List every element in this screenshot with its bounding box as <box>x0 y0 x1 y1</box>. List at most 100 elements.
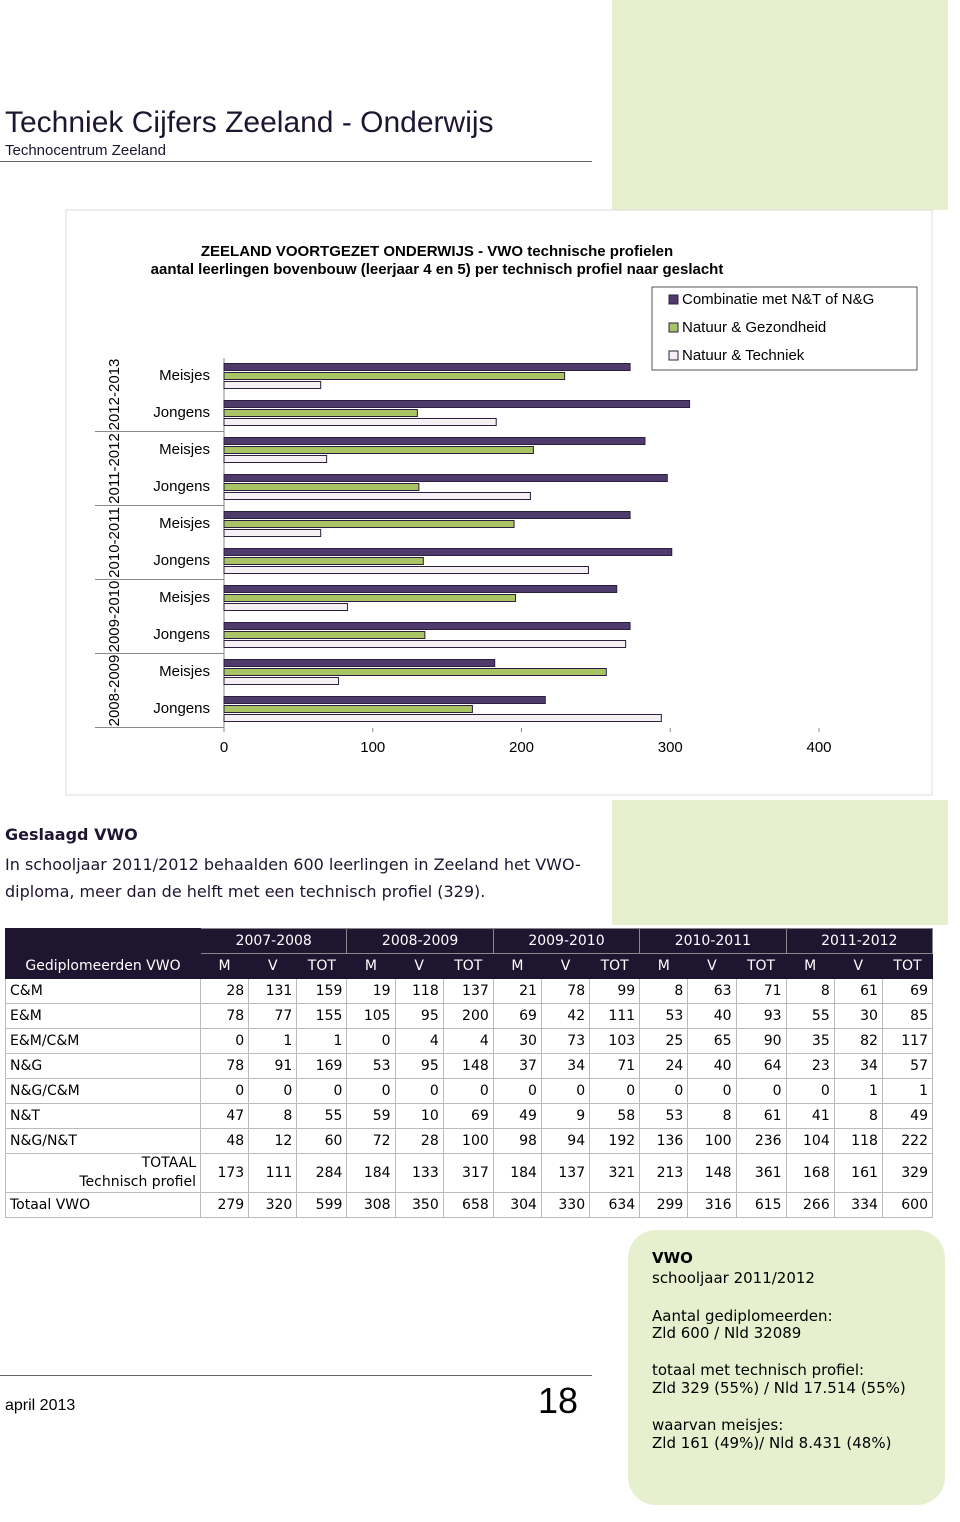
row-label: C&M <box>5 978 201 1004</box>
row-label: Totaal VWO <box>5 1192 201 1218</box>
cell: 200 <box>442 1003 494 1029</box>
bar <box>223 631 426 639</box>
cell: 30 <box>833 1003 883 1029</box>
column-header: TOT <box>442 953 494 979</box>
cell: 330 <box>540 1192 591 1218</box>
cell: 117 <box>881 1028 934 1054</box>
cell: 131 <box>248 978 298 1004</box>
bar <box>223 446 534 454</box>
x-tick-label: 200 <box>509 739 534 756</box>
cell: 0 <box>492 1078 542 1104</box>
x-tick-label: 100 <box>360 739 385 756</box>
cell: 4 <box>442 1028 494 1054</box>
bar <box>223 372 566 380</box>
header-row: 2007-2008 2008-2009 2009-2010 2010-2011 2011… <box>5 928 934 954</box>
cell: 0 <box>296 1078 348 1104</box>
bar <box>223 418 497 426</box>
data-row: Totaal VWO 279 320 599 308 350 658 304 330 634 299… <box>5 1192 934 1218</box>
cell: 37 <box>492 1053 542 1079</box>
cell: 104 <box>785 1128 835 1154</box>
cell: 111 <box>248 1153 298 1193</box>
cell: 10 <box>394 1103 444 1129</box>
row-label: N&T <box>5 1103 201 1129</box>
chart-title: ZEELAND VOORTGEZET ONDERWIJS - VWO techn… <box>201 243 673 260</box>
cell: 82 <box>833 1028 883 1054</box>
page-subtitle: Technocentrum Zeeland <box>5 142 166 159</box>
group-label: 2010-2011 <box>106 507 123 578</box>
cell: 284 <box>296 1153 348 1193</box>
cell: 615 <box>735 1192 787 1218</box>
bar <box>223 400 691 408</box>
column-header: TOT <box>589 953 641 979</box>
cell: 61 <box>833 978 883 1004</box>
bar <box>223 474 668 482</box>
results-table: 2007-2008 2008-2009 2009-2010 2010-2011 2011… <box>5 928 934 1218</box>
row-label: N&G <box>5 1053 201 1079</box>
bar <box>223 668 607 676</box>
year-header: 2011-2012 <box>785 928 934 954</box>
bar <box>223 585 618 593</box>
category-label: Jongens <box>153 626 210 643</box>
cell: 72 <box>346 1128 396 1154</box>
cell: 95 <box>394 1003 444 1029</box>
cell: 0 <box>199 1028 250 1054</box>
legend-label: Natuur & Techniek <box>682 347 805 364</box>
cell: 317 <box>442 1153 494 1193</box>
cell: 9 <box>540 1103 591 1129</box>
cell: 634 <box>589 1192 641 1218</box>
column-header: M <box>785 953 835 979</box>
cell: 53 <box>639 1003 689 1029</box>
cell: 94 <box>540 1128 591 1154</box>
cell: 55 <box>296 1103 348 1129</box>
column-header: M <box>199 953 250 979</box>
column-header: M <box>492 953 542 979</box>
bar <box>223 548 673 556</box>
cell: 334 <box>833 1192 883 1218</box>
info-line: Zld 600 / Nld 32089 <box>652 1324 802 1342</box>
cell: 40 <box>687 1053 737 1079</box>
data-row: N&T 47 8 55 59 10 69 49 9 58 53 8 61 41 8 49 <box>5 1103 934 1129</box>
cell: 148 <box>687 1153 737 1193</box>
cell: 8 <box>248 1103 298 1129</box>
bar <box>223 409 418 417</box>
category-label: Jongens <box>153 700 210 717</box>
cell: 0 <box>248 1078 298 1104</box>
category-label: Meisjes <box>159 663 210 680</box>
cell: 137 <box>540 1153 591 1193</box>
cell: 77 <box>248 1003 298 1029</box>
cell: 1 <box>248 1028 298 1054</box>
cell: 8 <box>687 1103 737 1129</box>
cell: 23 <box>785 1053 835 1079</box>
cell: 49 <box>881 1103 934 1129</box>
category-label: Meisjes <box>159 515 210 532</box>
cell: 304 <box>492 1192 542 1218</box>
green-band <box>612 0 948 210</box>
legend-frame <box>651 286 918 371</box>
legend-label: Combinatie met N&T of N&G <box>682 291 874 308</box>
cell: 169 <box>296 1053 348 1079</box>
cell: 40 <box>687 1003 737 1029</box>
cell: 0 <box>639 1078 689 1104</box>
cell: 69 <box>881 978 934 1004</box>
cell: 159 <box>296 978 348 1004</box>
cell: 184 <box>492 1153 542 1193</box>
column-header: V <box>833 953 883 979</box>
column-header: TOT <box>735 953 787 979</box>
bar <box>223 640 627 648</box>
cell: 1 <box>881 1078 934 1104</box>
bar <box>223 705 473 713</box>
cell: 0 <box>540 1078 591 1104</box>
cell: 100 <box>687 1128 737 1154</box>
cell: 600 <box>881 1192 934 1218</box>
bar <box>223 659 496 667</box>
green-band <box>612 800 948 925</box>
bar <box>223 455 328 463</box>
subheader-row: Gediplomeerden VWO M V TOT M V TOT M V TOT M V TOT M V… <box>5 953 934 979</box>
cell: 192 <box>589 1128 641 1154</box>
cell: 28 <box>199 978 250 1004</box>
legend-swatch <box>668 294 679 305</box>
cell: 118 <box>833 1128 883 1154</box>
chart-subtitle: aantal leerlingen bovenbouw (leerjaar 4 … <box>151 261 724 278</box>
cell: 599 <box>296 1192 348 1218</box>
cell: 61 <box>735 1103 787 1129</box>
